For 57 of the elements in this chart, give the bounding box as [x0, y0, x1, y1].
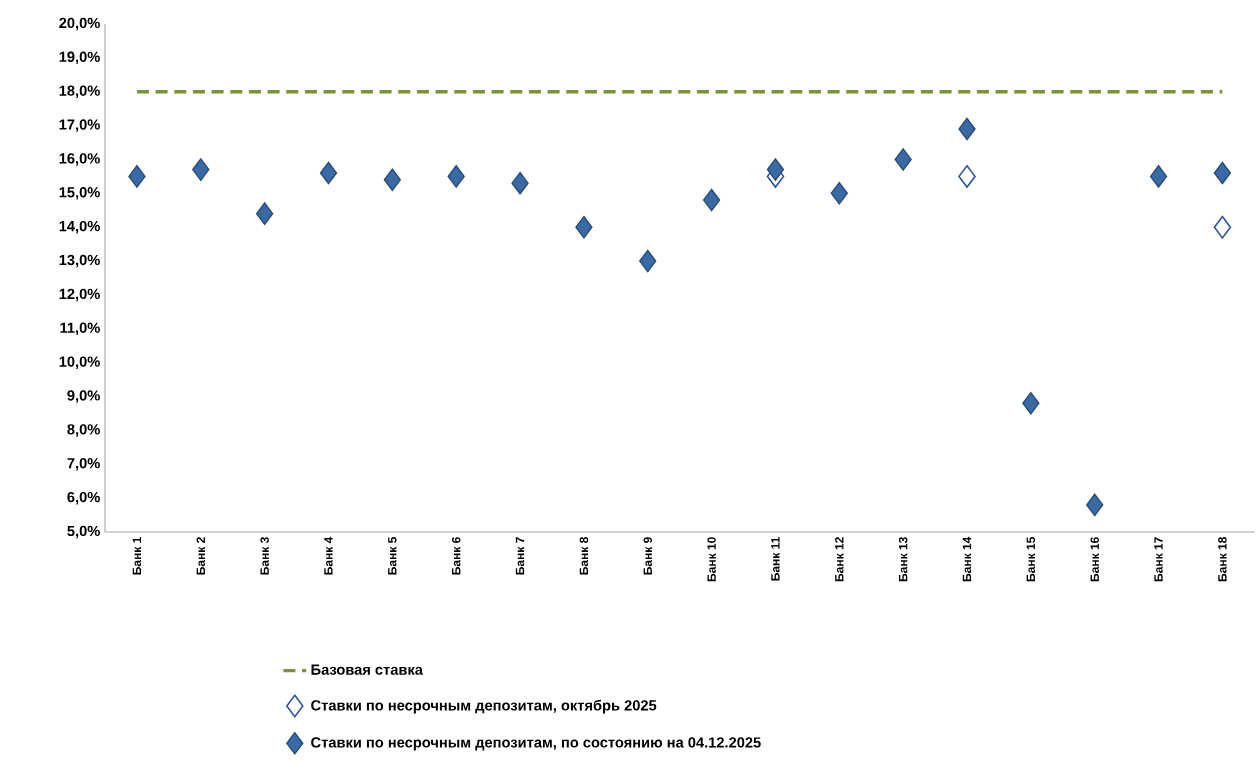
x-tick-label: Банк 12	[835, 537, 844, 582]
y-tick-label: 13,0%	[59, 254, 100, 268]
y-tick-label: 7,0%	[67, 458, 100, 471]
x-tick-label: Банк 2	[196, 537, 206, 575]
x-tick-label: Банк 15	[1026, 537, 1036, 582]
y-tick-label: 6,0%	[67, 491, 100, 505]
point	[511, 171, 529, 195]
x-tick-label: Банк 13	[898, 537, 908, 582]
x-tick-label: Банк 11	[771, 537, 780, 581]
y-tick-label: 17,0%	[59, 119, 100, 132]
y-tick-label: 8,0%	[67, 424, 100, 437]
point	[1086, 493, 1104, 517]
point	[1213, 161, 1232, 185]
point	[319, 161, 338, 185]
point	[192, 158, 210, 181]
point	[1149, 165, 1168, 188]
y-tick-label: 9,0%	[67, 390, 100, 403]
y-tick-label: 18,0%	[59, 85, 100, 98]
point	[575, 215, 593, 239]
point	[383, 168, 402, 192]
x-tick-label: Банк 10	[707, 537, 716, 582]
point	[766, 158, 785, 181]
point	[958, 117, 976, 141]
y-tick-label: 20,0%	[59, 17, 100, 31]
x-tick-label: Банк 9	[643, 537, 652, 575]
y-tick-label: 16,0%	[59, 153, 100, 166]
x-tick-label: Банк 16	[1090, 537, 1099, 582]
point	[830, 181, 848, 205]
y-tick-label: 14,0%	[59, 220, 100, 234]
x-tick-label: Банк 1	[132, 537, 142, 575]
point	[894, 148, 912, 171]
legend-label: Ставки по несрочным депозитам, по состоянию на 04.12.2025	[311, 737, 761, 751]
point	[702, 188, 721, 212]
y-tick-label: 5,0%	[67, 525, 100, 539]
x-tick-label: Банк 7	[515, 537, 525, 575]
legend-label: Ставки по несрочным депозитам, октябрь 2025	[311, 699, 657, 714]
x-tick-label: Банк 8	[579, 537, 589, 575]
point	[1213, 215, 1232, 239]
point	[958, 164, 976, 188]
x-tick-label: Банк 17	[1154, 537, 1163, 582]
y-tick-label: 12,0%	[59, 288, 100, 302]
y-tick-label: 15,0%	[59, 187, 100, 200]
point	[1022, 391, 1040, 415]
legend-label: Базовая ставка	[311, 664, 424, 675]
point	[255, 202, 274, 225]
x-tick-label: Банк 18	[1218, 537, 1227, 582]
x-tick-label: Банк 5	[388, 537, 397, 575]
x-tick-label: Банк 4	[324, 536, 333, 575]
point	[639, 249, 657, 273]
x-tick-label: Банк 3	[260, 537, 269, 575]
y-tick-label: 19,0%	[59, 51, 100, 65]
point	[447, 165, 465, 188]
y-tick-label: 10,0%	[59, 356, 100, 369]
x-tick-label: Банк 6	[451, 537, 461, 575]
x-tick-label: Банк 14	[962, 536, 972, 582]
y-tick-label: 11,0%	[60, 322, 100, 336]
point	[128, 165, 146, 188]
